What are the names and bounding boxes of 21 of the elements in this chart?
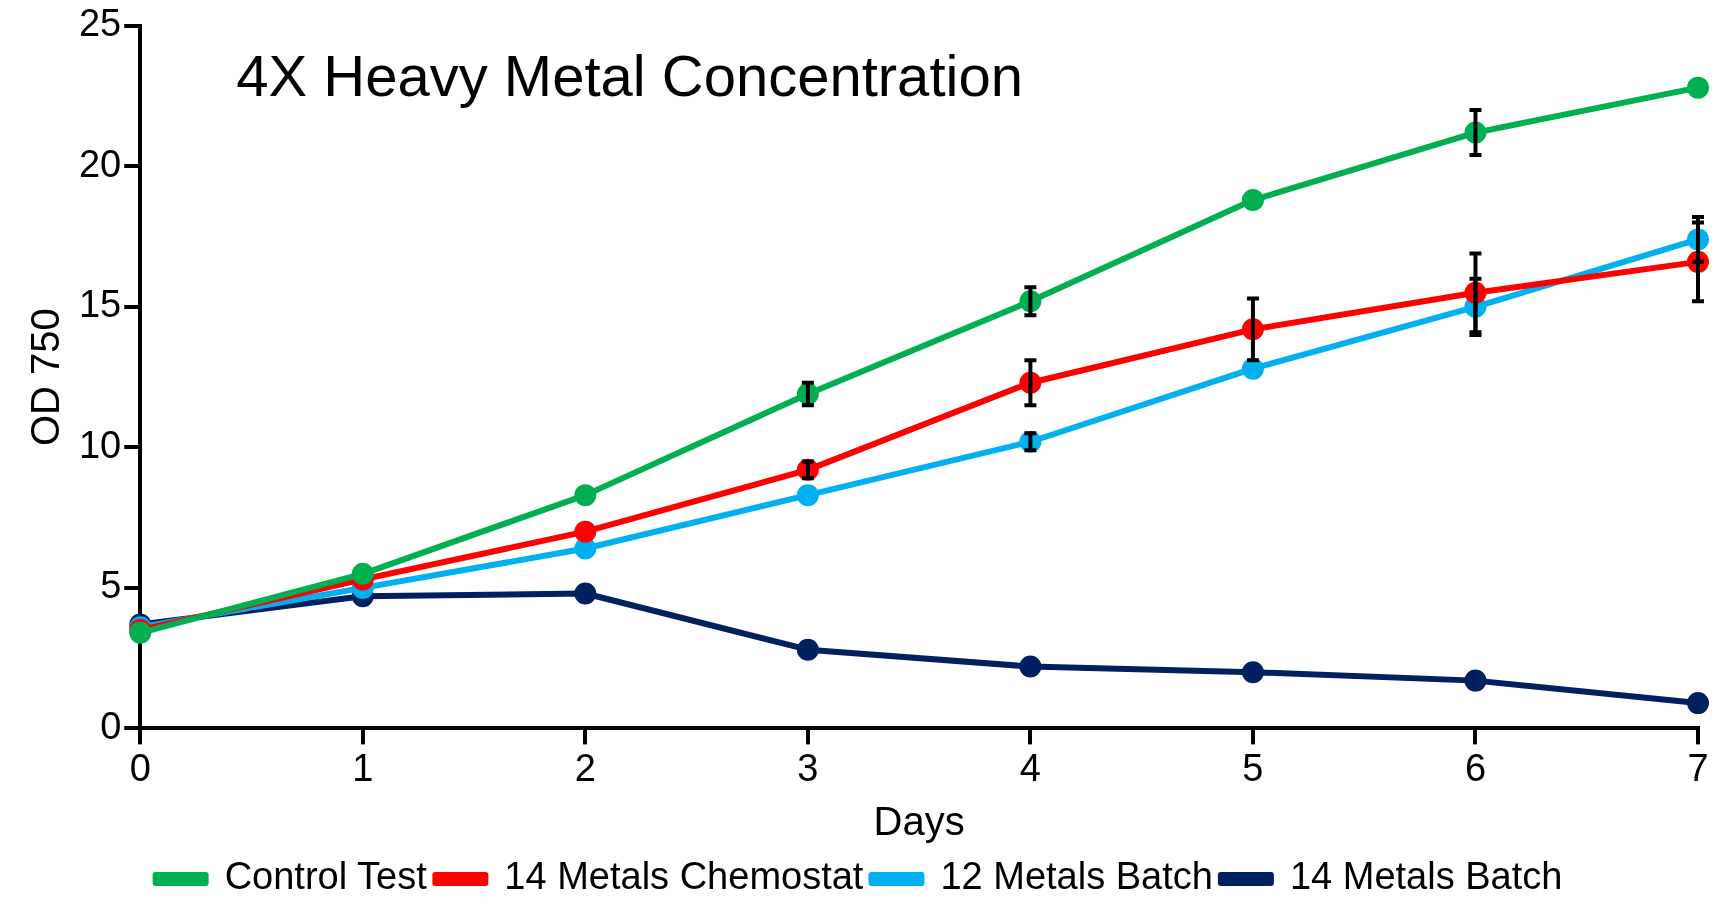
y-tick-label: 15 xyxy=(78,283,122,326)
y-tick-label: 0 xyxy=(100,704,122,747)
legend-label: 14 Metals Batch xyxy=(1289,855,1563,898)
x-tick-label: 5 xyxy=(1242,746,1264,789)
y-tick-label: 10 xyxy=(78,423,122,466)
x-tick-label: 2 xyxy=(574,746,596,789)
chart-title: 4X Heavy Metal Concentration xyxy=(236,43,1023,108)
y-tick-label: 20 xyxy=(78,142,122,185)
y-tick-label: 5 xyxy=(100,564,122,607)
legend-label: Control Test xyxy=(224,855,428,898)
x-tick-label: 6 xyxy=(1464,746,1487,789)
x-tick-label: 4 xyxy=(1019,746,1041,789)
x-tick-label: 3 xyxy=(797,746,819,789)
y-tick-label: 25 xyxy=(78,2,122,45)
x-tick-label: 7 xyxy=(1687,746,1709,789)
x-tick-label: 0 xyxy=(129,746,151,789)
legend-label: 14 Metals Chemostat xyxy=(504,855,864,898)
x-axis-title: Days xyxy=(873,799,965,844)
x-tick-label: 1 xyxy=(352,746,374,789)
y-axis-title: OD 750 xyxy=(23,308,68,447)
legend-label: 12 Metals Batch xyxy=(940,855,1213,898)
